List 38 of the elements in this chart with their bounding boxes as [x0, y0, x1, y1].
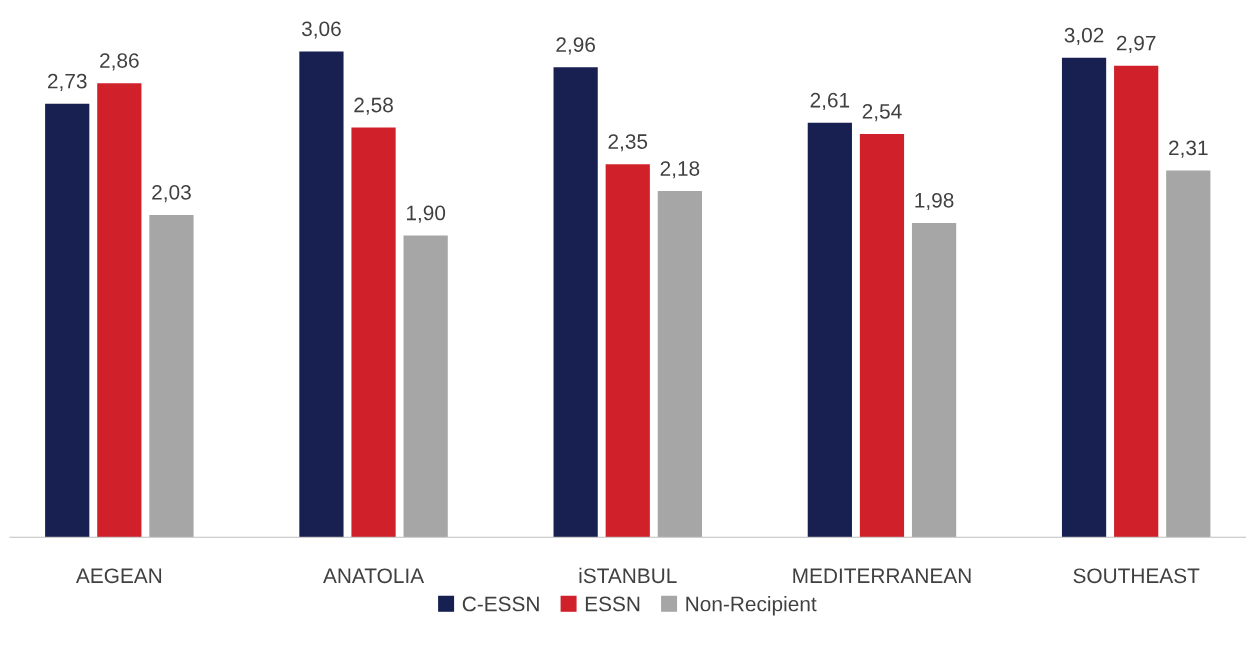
data-label: 2,54 [862, 103, 902, 122]
x-tick-label: MEDITERRANEAN [793, 568, 971, 583]
legend-label: Non-Recipient [686, 596, 817, 616]
x-tick-label: AEGEAN [75, 568, 162, 584]
bar [605, 164, 650, 538]
data-label: 2,97 [1116, 35, 1156, 53]
bar [1166, 170, 1211, 538]
data-label: 2,31 [1169, 140, 1208, 158]
data-label: 2,18 [660, 161, 700, 179]
bar [859, 133, 905, 538]
data-label: 3,06 [301, 21, 341, 39]
data-label: 2,96 [556, 37, 595, 55]
bar [149, 214, 194, 538]
bar [807, 122, 852, 538]
data-label: 2,86 [100, 53, 139, 71]
bar [299, 51, 344, 538]
x-tick-label: iSTANBUL [579, 567, 677, 584]
bar [1061, 57, 1107, 538]
bar [45, 103, 90, 538]
legend-label: C-ESSN [462, 596, 539, 612]
bar [657, 191, 702, 538]
bar [351, 127, 396, 538]
x-tick-label: ANATOLIA [323, 568, 425, 584]
data-label: 2,73 [48, 73, 87, 92]
data-label: 2,61 [810, 92, 850, 111]
data-label: 1,98 [915, 192, 954, 211]
data-label: 3,02 [1064, 27, 1104, 45]
bar [97, 83, 142, 538]
bar [911, 222, 957, 538]
data-label: 2,03 [152, 184, 191, 203]
data-label: 2,35 [608, 134, 648, 152]
bar [1114, 65, 1159, 538]
legend-label: ESSN [585, 596, 640, 612]
data-label: 2,58 [354, 97, 393, 115]
bar [403, 235, 448, 538]
bar [553, 67, 598, 538]
x-tick-label: SOUTHEAST [1073, 568, 1200, 584]
data-label: 1,90 [406, 205, 446, 223]
